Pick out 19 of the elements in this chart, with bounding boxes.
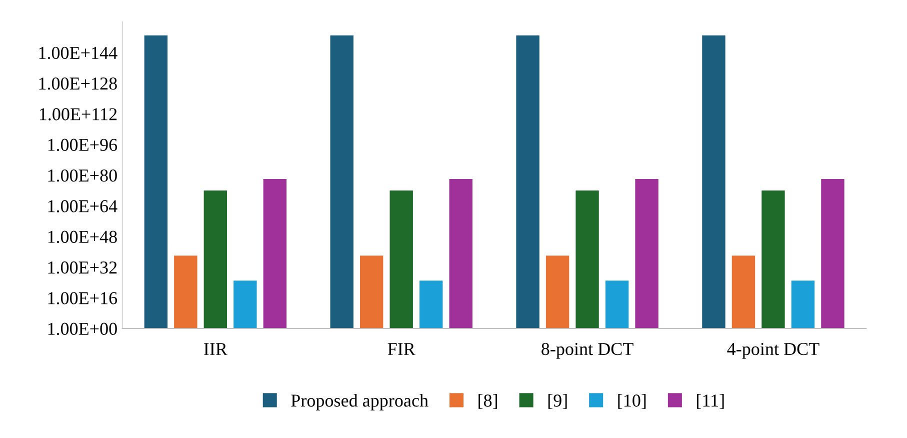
y-tick-label: 1.00E+80 [48,169,117,182]
legend-label: [11] [697,394,724,409]
legend-label: Proposed approach [291,394,428,410]
x-tick-label: FIR [388,343,416,355]
y-tick-label: 1.00E+64 [48,200,118,212]
y-tick-label: 1.00E+00 [48,322,117,336]
y-tick-label: 1.00E+128 [39,77,117,90]
y-tick-label: 1.00E+96 [48,138,118,152]
legend-label: [9] [548,394,567,409]
x-tick-label: 8-point DCT [542,342,634,359]
x-tick-label: 4-point DCT [727,342,820,359]
y-tick-label: 1.00E+48 [48,230,117,244]
legend-label: [8] [478,394,497,409]
x-tick-label: IIR [204,343,228,355]
y-tick-label: 1.00E+112 [40,108,117,120]
y-tick-label: 1.00E+144 [39,46,118,60]
legend-label: [10] [618,394,646,409]
y-tick-label: 1.00E+16 [48,292,118,304]
y-tick-label: 1.00E+32 [48,261,117,274]
